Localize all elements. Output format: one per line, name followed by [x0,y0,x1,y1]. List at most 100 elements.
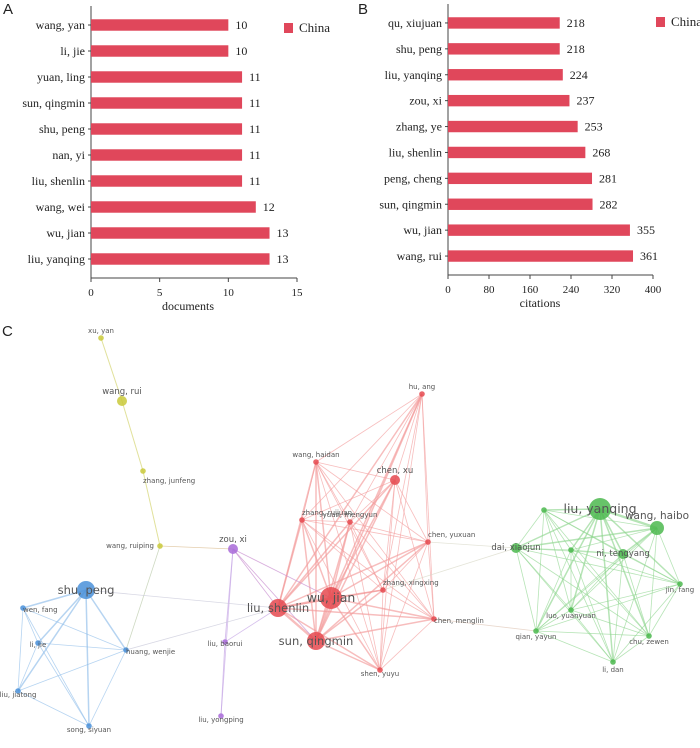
bar [91,227,270,239]
edge [232,548,332,599]
network-node [511,543,521,553]
edge [125,607,279,651]
edge [599,508,681,585]
node-label: li, dan [602,666,624,674]
chart-b: Bqu, xiujuan 218 shu, peng 218 liu, yanqing 2… [358,1,700,310]
node-label: chu, zewen [629,638,669,646]
value-label: 10 [235,44,247,58]
edge [315,618,435,642]
edge [379,541,429,671]
category-label: qu, xiujuan [388,16,442,30]
edge [349,393,423,523]
node-label: liu, baorui [207,640,242,648]
edge [543,509,681,585]
edge [570,549,624,555]
edge [394,393,423,481]
edge [570,583,681,611]
edge [427,541,517,549]
category-label: sun, qingmin [22,96,85,110]
edge [277,521,351,609]
network-node [269,599,287,617]
x-tick-label: 80 [484,284,496,296]
network-node [299,517,305,523]
x-tick-label: 0 [88,287,94,299]
bar [448,17,560,29]
edge [543,509,572,611]
edge [543,509,650,637]
value-label: 12 [263,200,275,214]
bar [91,19,229,31]
edge [570,549,681,585]
edge [301,519,429,543]
category-label: sun, qingmin [379,197,442,211]
edge [88,649,127,727]
edge [37,589,87,644]
panel-letter-c: C [2,323,13,340]
node-label: chen, xu [377,466,414,476]
node-label: song, siyuan [67,726,111,734]
network-node [77,581,95,599]
node-label: luo, yuanyuan [546,612,596,620]
edge [17,589,87,692]
network-node [313,459,319,465]
edge [277,519,303,609]
network-node [589,498,611,520]
category-label: li, jie [60,44,85,58]
bar [448,94,570,107]
bar [448,146,586,159]
edge [515,547,614,663]
edge [535,553,624,632]
legend-label: China [299,20,330,35]
x-axis-title: citations [520,296,561,310]
network-node [541,507,547,513]
edge [382,541,429,591]
bar [448,224,630,236]
edge [433,618,537,632]
edge [379,479,396,671]
node-label: huang, wenjie [126,648,175,656]
edge [330,479,396,599]
category-label: wu, jian [46,226,85,240]
edge [349,521,384,591]
node-label: zhang, ruijuan [302,509,352,517]
nodes: xu, yan wang, rui zhang, junfeng wang, ruip… [0,327,694,734]
bar [91,201,256,213]
edge [382,589,435,620]
edge [100,337,123,402]
edge [382,393,423,591]
edge [515,547,650,637]
value-label: 218 [567,42,585,56]
edge [17,607,24,692]
network-node [568,607,574,613]
edge [515,527,658,549]
node-label: zhang, xingxing [383,579,439,587]
edge [515,547,537,632]
bar [448,172,593,185]
edge [232,548,279,609]
edge [535,549,572,632]
value-label: 253 [585,120,603,134]
x-tick-label: 400 [645,284,662,296]
node-label: wang, haidan [292,451,339,459]
category-label: liu, yanqing [385,68,442,82]
edge [379,618,435,671]
node-label: liu, jiatong [0,691,36,699]
edge [535,630,650,637]
bar [91,123,243,135]
x-tick-label: 160 [522,284,539,296]
edge [543,509,572,551]
edge [142,470,161,547]
x-tick-label: 320 [604,284,621,296]
value-label: 224 [570,68,588,82]
edge [301,519,317,642]
network-node [390,475,400,485]
bar [91,45,229,57]
edge [349,479,396,523]
x-tick-label: 0 [445,284,451,296]
network-node [646,633,652,639]
edge [349,521,429,543]
edge [277,607,435,620]
bar [91,175,243,187]
value-label: 268 [592,145,610,159]
